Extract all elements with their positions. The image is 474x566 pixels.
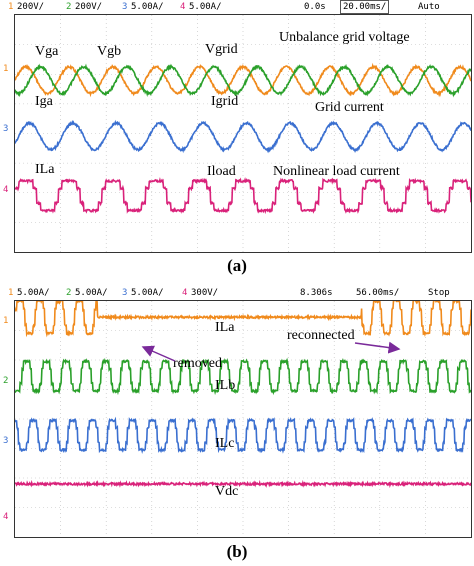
traces-a	[15, 62, 471, 215]
label-igrid: Igrid	[211, 94, 238, 109]
scope-screen-b: ILa reconnected removed ILb ILc Vdc	[14, 300, 472, 538]
status-bar-b: 1 5.00A/ 2 5.00A/ 3 5.00A/ 4 300V/ 8.306…	[0, 286, 474, 300]
ch3-scale: 5.00A/	[131, 288, 164, 298]
ground-marker-3: 3	[3, 124, 9, 134]
traces-b	[15, 301, 471, 489]
label-ilc: ILc	[215, 436, 234, 451]
ch3-scale: 5.00A/	[131, 2, 164, 12]
label-vgb: Vgb	[97, 44, 121, 59]
trigger-mode: Auto	[418, 2, 440, 12]
ch4-index: 4	[182, 288, 188, 298]
ch2-scale: 5.00A/	[75, 288, 108, 298]
time-scale: 56.00ms/	[356, 288, 400, 298]
ch1-index: 1	[8, 288, 14, 298]
ground-marker-4: 4	[3, 185, 9, 195]
trace-vdc	[15, 479, 471, 489]
caption-a: (a)	[227, 256, 247, 275]
label-grid-current: Grid current	[315, 100, 384, 115]
trace-ilc	[15, 416, 471, 454]
ch2-index: 2	[66, 2, 72, 12]
label-vdc: Vdc	[215, 484, 238, 499]
label-iload: Iload	[207, 164, 236, 179]
label-iga: Iga	[35, 94, 54, 109]
arrow-removed	[141, 345, 176, 362]
ch2-index: 2	[66, 288, 72, 298]
ch4-scale: 300V/	[191, 288, 219, 298]
time-offset: 0.0s	[304, 2, 326, 12]
scope-screen-a: Vga Vgb Vgrid Unbalance grid voltage Iga…	[14, 14, 472, 253]
trace-ilb	[15, 357, 471, 396]
ch3-index: 3	[122, 2, 128, 12]
ch4-scale: 5.00A/	[189, 2, 222, 12]
label-removed: removed	[173, 356, 222, 371]
ch2-scale: 200V/	[75, 2, 103, 12]
arrow-reconnected	[354, 341, 401, 354]
ch3-index: 3	[122, 288, 128, 298]
ch1-scale: 5.00A/	[17, 288, 50, 298]
trace-iga	[15, 119, 471, 154]
panel-a: 1 200V/ 2 200V/ 3 5.00A/ 4 5.00A/ 0.0s 2…	[0, 0, 474, 278]
ground-marker-1: 1	[3, 316, 9, 326]
ground-marker-3: 3	[3, 436, 9, 446]
trace-ila	[15, 301, 471, 338]
label-vga: Vga	[35, 44, 59, 59]
scope-plot-b: ILa reconnected removed ILb ILc Vdc	[15, 301, 471, 537]
time-scale: 20.00ms/	[340, 0, 390, 14]
label-nonlinear: Nonlinear load current	[273, 164, 400, 179]
scope-plot-a: Vga Vgb Vgrid Unbalance grid voltage Iga…	[15, 15, 471, 252]
trigger-mode: Stop	[428, 288, 450, 298]
trace-ila	[15, 177, 471, 215]
label-unbalance: Unbalance grid voltage	[279, 30, 410, 45]
label-ila: ILa	[35, 162, 55, 177]
ground-marker-2: 2	[3, 376, 9, 386]
status-bar-a: 1 200V/ 2 200V/ 3 5.00A/ 4 5.00A/ 0.0s 2…	[0, 0, 474, 14]
ground-marker-4: 4	[3, 512, 9, 522]
grid-b	[15, 301, 471, 537]
label-ilb: ILb	[215, 378, 235, 393]
ch1-index: 1	[8, 2, 14, 12]
trace-vgb	[15, 63, 471, 98]
ground-marker-1: 1	[3, 64, 9, 74]
label-ila-b: ILa	[215, 320, 235, 335]
panel-b: 1 5.00A/ 2 5.00A/ 3 5.00A/ 4 300V/ 8.306…	[0, 286, 474, 566]
ch4-index: 4	[180, 2, 186, 12]
caption-b: (b)	[226, 542, 248, 561]
time-offset: 8.306s	[300, 288, 333, 298]
trace-vga	[15, 62, 471, 98]
label-vgrid: Vgrid	[205, 42, 238, 57]
label-reconnected: reconnected	[287, 328, 355, 343]
ch1-scale: 200V/	[17, 2, 45, 12]
